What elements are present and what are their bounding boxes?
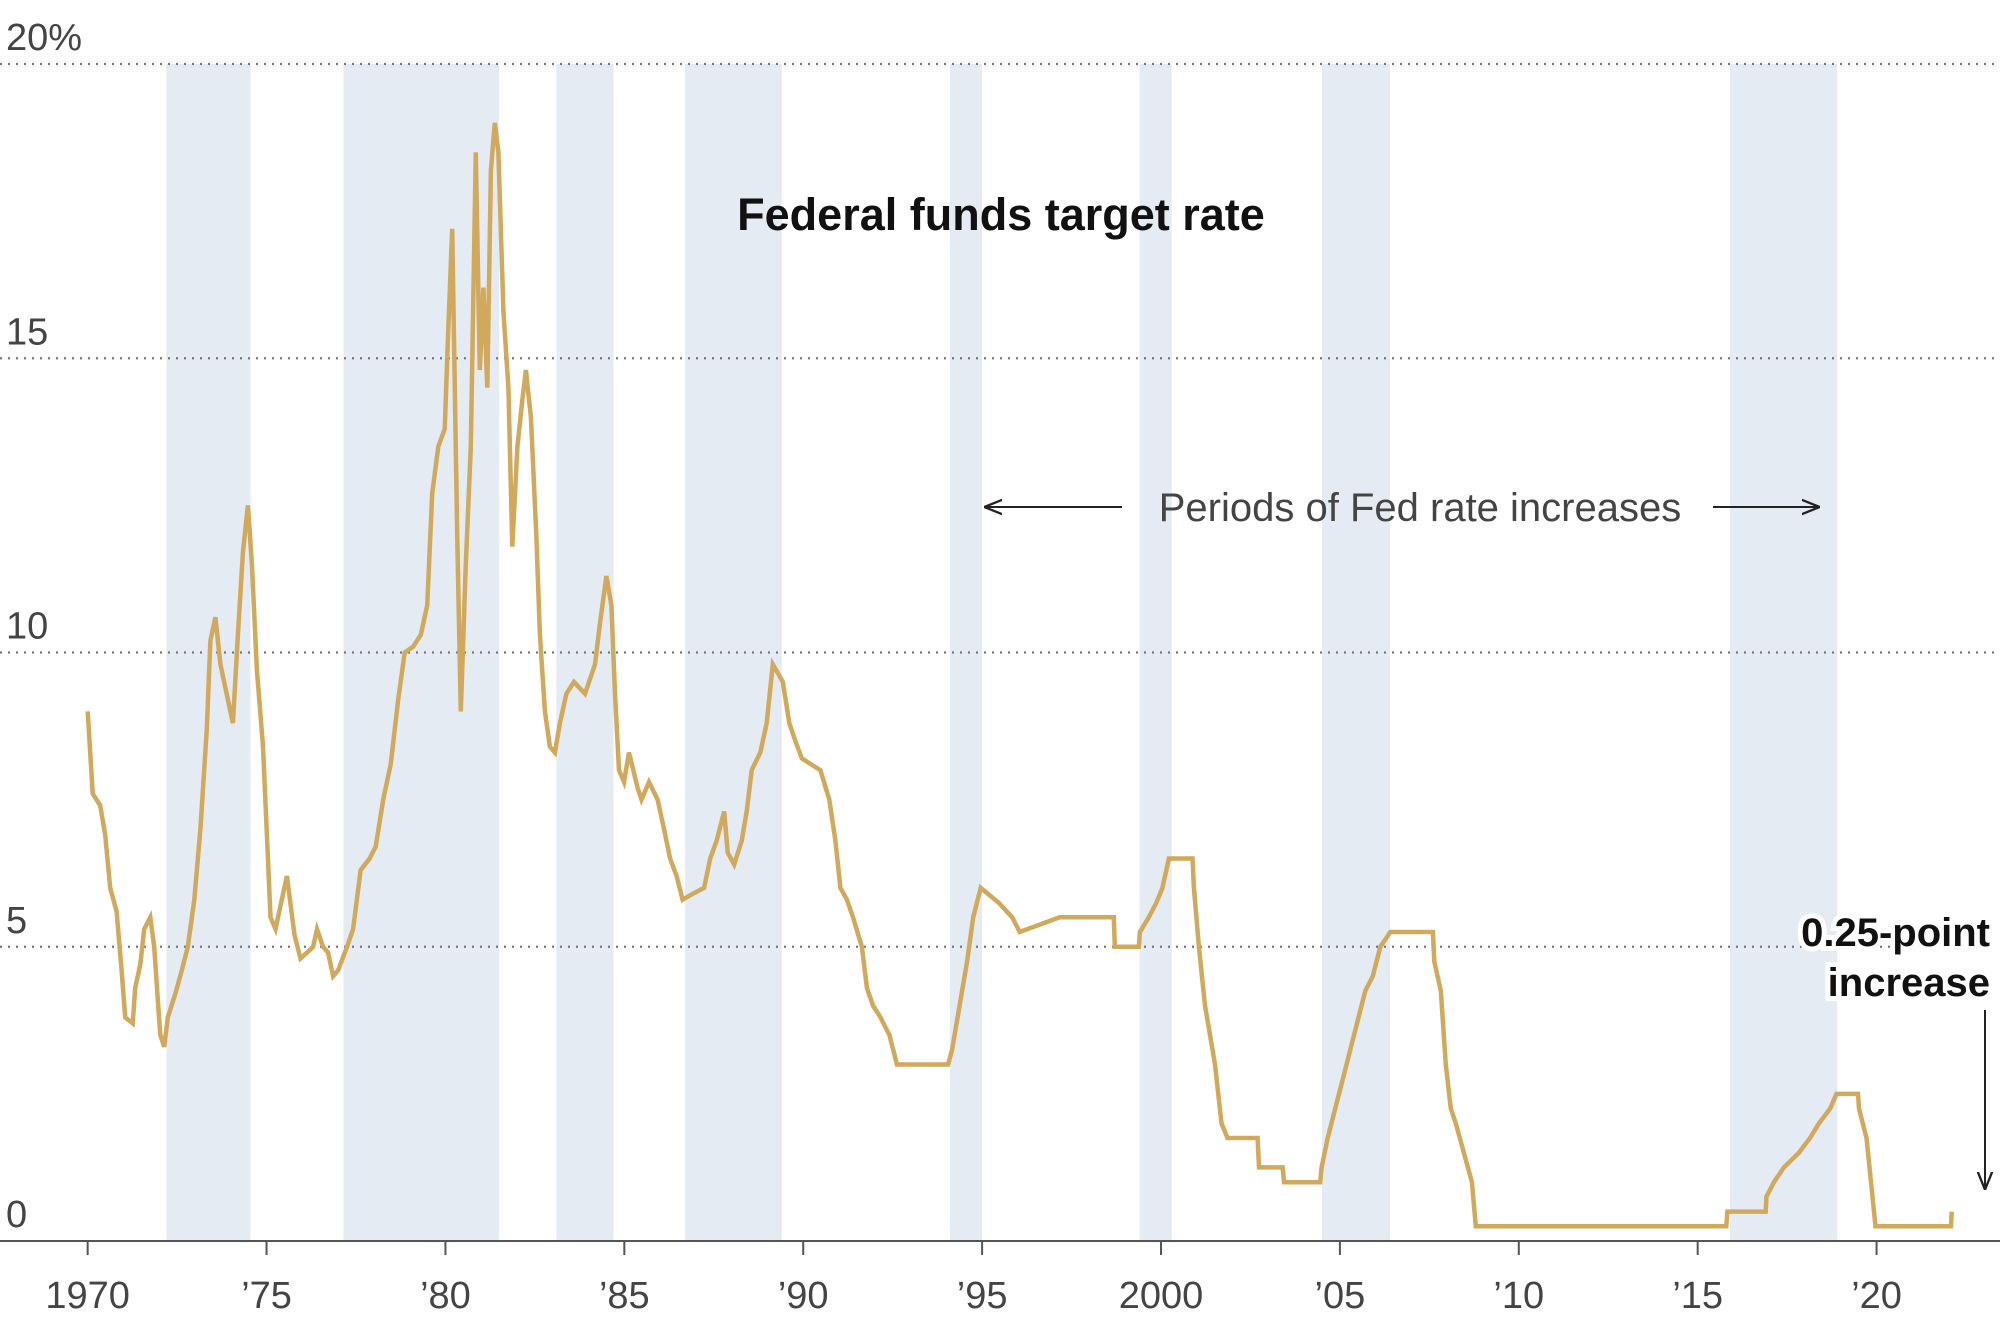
x-tick-label: ’15 xyxy=(1672,1275,1723,1317)
y-tick-label: 20% xyxy=(6,17,82,59)
x-tick-label: ’10 xyxy=(1493,1275,1544,1317)
band xyxy=(1322,64,1390,1241)
x-tick-label: 1970 xyxy=(45,1275,130,1317)
x-tick-label: ’75 xyxy=(241,1275,292,1317)
y-tick-label: 15 xyxy=(6,311,48,353)
y-tick-label: 0 xyxy=(6,1194,27,1236)
y-tick-label: 10 xyxy=(6,606,48,648)
lines xyxy=(85,122,1954,1229)
band xyxy=(685,64,782,1241)
y-tick-label: 5 xyxy=(6,900,27,942)
rate-line xyxy=(85,122,1954,1229)
x-tick-label: ’20 xyxy=(1851,1275,1902,1317)
annotation: increase xyxy=(1828,961,1990,1005)
chart-title: Federal funds target rate xyxy=(737,189,1265,240)
grid xyxy=(0,62,2000,1255)
annotation: 0.25-point xyxy=(1801,911,1990,955)
band xyxy=(1729,64,1838,1241)
x-tick-label: ’80 xyxy=(420,1275,471,1317)
x-tick-label: ’95 xyxy=(957,1275,1008,1317)
x-tick-label: 2000 xyxy=(1119,1275,1204,1317)
band-label: Periods of Fed rate increases xyxy=(1159,486,1681,530)
x-tick-label: ’90 xyxy=(778,1275,829,1317)
x-tick-label: ’05 xyxy=(1315,1275,1366,1317)
x-tick-label: ’85 xyxy=(599,1275,650,1317)
